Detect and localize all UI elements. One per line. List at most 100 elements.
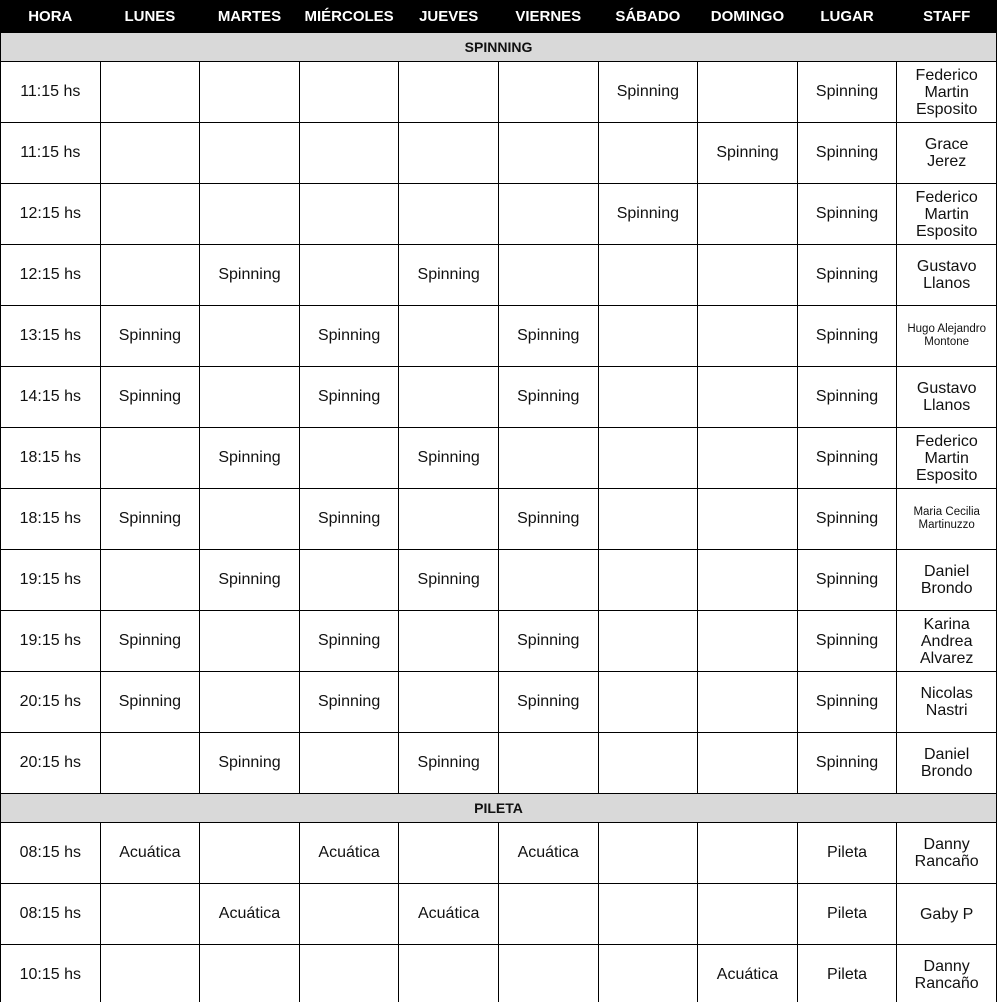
place-cell: Pileta	[796, 944, 898, 1002]
schedule-row: 12:15 hs Spinning Spinning Federico Martin Es…	[0, 183, 997, 245]
day-cell	[597, 488, 699, 550]
day-cell	[199, 61, 300, 123]
day-cell	[99, 732, 201, 794]
staff-line: Jerez	[927, 153, 967, 170]
day-cell: Spinning	[398, 427, 499, 489]
hour-cell: 14:15 hs	[0, 366, 101, 428]
day-cell	[697, 488, 798, 550]
day-cell	[697, 610, 798, 672]
staff-cell: Gustavo Llanos	[896, 366, 997, 428]
staff-line: Danny	[923, 958, 970, 975]
place-cell: Pileta	[796, 883, 898, 945]
day-cell: Spinning	[99, 671, 201, 733]
place-cell: Spinning	[796, 244, 898, 306]
day-cell	[497, 244, 599, 306]
day-cell	[298, 944, 400, 1002]
day-cell	[697, 366, 798, 428]
place-cell: Spinning	[796, 427, 898, 489]
staff-line: Nastri	[925, 702, 968, 719]
column-header: VIERNES	[497, 0, 599, 33]
day-cell: Spinning	[697, 122, 798, 184]
day-cell: Spinning	[398, 244, 499, 306]
column-header: HORA	[0, 0, 101, 33]
day-cell	[697, 61, 798, 123]
staff-line: Nicolas	[920, 685, 973, 702]
hour-cell: 20:15 hs	[0, 732, 101, 794]
staff-cell: Gaby P	[896, 883, 997, 945]
schedule-row: 10:15 hs Acuática Pileta Danny Rancaño	[0, 944, 997, 1002]
day-cell	[199, 366, 300, 428]
day-cell	[199, 822, 300, 884]
place-cell: Spinning	[796, 305, 898, 367]
day-cell: Spinning	[597, 61, 699, 123]
day-cell: Acuática	[199, 883, 300, 945]
day-cell: Spinning	[99, 488, 201, 550]
day-cell	[398, 366, 499, 428]
staff-cell: Karina Andrea Alvarez	[896, 610, 997, 672]
day-cell: Spinning	[99, 610, 201, 672]
hour-cell: 13:15 hs	[0, 305, 101, 367]
day-cell	[497, 183, 599, 245]
hour-cell: 18:15 hs	[0, 427, 101, 489]
day-cell	[199, 944, 300, 1002]
day-cell	[597, 427, 699, 489]
day-cell: Spinning	[199, 244, 300, 306]
day-cell	[398, 61, 499, 123]
hour-cell: 08:15 hs	[0, 822, 101, 884]
day-cell	[99, 183, 201, 245]
day-cell: Spinning	[597, 183, 699, 245]
staff-line: Esposito	[915, 466, 978, 484]
staff-cell: Maria Cecilia Martinuzzo	[896, 488, 997, 550]
hour-cell: 11:15 hs	[0, 61, 101, 123]
hour-cell: 20:15 hs	[0, 671, 101, 733]
staff-line: Llanos	[923, 275, 971, 292]
day-cell	[199, 671, 300, 733]
place-cell: Spinning	[796, 183, 898, 245]
day-cell	[597, 549, 699, 611]
day-cell	[298, 732, 400, 794]
hour-cell: 18:15 hs	[0, 488, 101, 550]
staff-line: Montone	[924, 336, 970, 348]
day-cell	[298, 549, 400, 611]
staff-line: Martin	[924, 83, 969, 101]
day-cell: Spinning	[497, 671, 599, 733]
schedule-row: 11:15 hs Spinning Spinning Grace Jerez	[0, 122, 997, 184]
staff-line: Maria Cecilia	[913, 506, 980, 518]
day-cell	[497, 122, 599, 184]
day-cell: Spinning	[298, 671, 400, 733]
hour-cell: 19:15 hs	[0, 610, 101, 672]
hour-cell: 10:15 hs	[0, 944, 101, 1002]
day-cell: Spinning	[298, 305, 400, 367]
hour-cell: 12:15 hs	[0, 244, 101, 306]
day-cell	[497, 549, 599, 611]
day-cell: Spinning	[497, 488, 599, 550]
schedule-row: 11:15 hs Spinning Spinning Federico Martin Es…	[0, 61, 997, 123]
section-title: PILETA	[0, 793, 997, 823]
day-cell	[99, 883, 201, 945]
day-cell	[398, 944, 499, 1002]
schedule-row: 19:15 hs Spinning Spinning Spinning Daniel Br…	[0, 549, 997, 611]
staff-line: Martin	[924, 205, 969, 223]
hour-cell: 12:15 hs	[0, 183, 101, 245]
staff-cell: Nicolas Nastri	[896, 671, 997, 733]
day-cell: Spinning	[298, 610, 400, 672]
hour-cell: 19:15 hs	[0, 549, 101, 611]
day-cell: Spinning	[199, 732, 300, 794]
staff-line: Llanos	[923, 397, 971, 414]
schedule-row: 18:15 hs Spinning Spinning Spinning Spinning…	[0, 488, 997, 550]
place-cell: Spinning	[796, 61, 898, 123]
column-header: LUNES	[99, 0, 201, 33]
staff-line: Gustavo	[916, 380, 977, 397]
day-cell: Spinning	[99, 305, 201, 367]
staff-line: Federico	[915, 188, 978, 206]
schedule-row: 08:15 hs Acuática Acuática Acuática Pileta Da…	[0, 822, 997, 884]
place-cell: Spinning	[796, 122, 898, 184]
staff-line: Martinuzzo	[918, 519, 975, 531]
schedule-row: 19:15 hs Spinning Spinning Spinning Spinning…	[0, 610, 997, 672]
staff-cell: Danny Rancaño	[896, 822, 997, 884]
day-cell	[199, 183, 300, 245]
day-cell	[99, 427, 201, 489]
day-cell: Acuática	[99, 822, 201, 884]
day-cell: Acuática	[697, 944, 798, 1002]
staff-line: Gaby P	[919, 905, 974, 923]
